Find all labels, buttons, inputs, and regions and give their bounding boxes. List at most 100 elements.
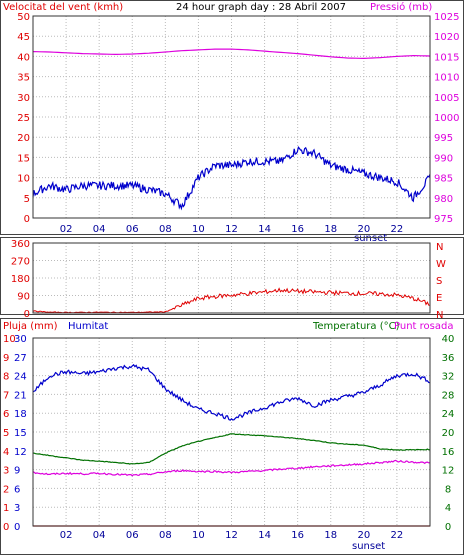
panel3-tick-labels: 0 0 01 3 42 6 83 9 124 12 165 15 206 18 247 21 288 24 329 2… bbox=[3, 334, 454, 541]
rain-tick-label: 9 bbox=[3, 353, 9, 364]
compass-letter: N bbox=[436, 242, 443, 253]
rain-tick-label: 2 bbox=[3, 484, 9, 495]
rain-tick-label: 5 bbox=[3, 428, 9, 439]
right-tick-label: 975 bbox=[434, 214, 453, 225]
temperature-tick-label: 16 bbox=[442, 447, 455, 458]
x-tick-label: 16 bbox=[291, 224, 304, 235]
rain-tick-label: 7 bbox=[3, 390, 9, 401]
pressure-line bbox=[32, 48, 431, 60]
left-tick-label: 0 bbox=[24, 214, 30, 225]
humidity-tick-label: 27 bbox=[14, 353, 27, 364]
left-tick-label: 10 bbox=[17, 174, 30, 185]
x-tick-label: 14 bbox=[258, 530, 271, 541]
humidity-tick-label: 0 bbox=[14, 522, 20, 533]
left-tick-label: 30 bbox=[17, 93, 30, 104]
wind-speed-axis-label: Velocitat del vent (kmh) bbox=[3, 2, 123, 13]
humidity-axis-label: Humitat bbox=[68, 321, 108, 332]
direction-tick-label: 360 bbox=[11, 239, 30, 250]
compass-letter: E bbox=[436, 293, 442, 304]
x-tick-label: 16 bbox=[291, 530, 304, 541]
panel2-plot-area bbox=[32, 242, 431, 314]
right-tick-label: 1000 bbox=[434, 113, 459, 124]
left-tick-label: 25 bbox=[17, 113, 30, 124]
right-tick-label: 985 bbox=[434, 174, 453, 185]
compass-letter: W bbox=[436, 259, 446, 270]
panel3-frame bbox=[0, 318, 464, 555]
x-tick-label: 12 bbox=[225, 530, 238, 541]
temperature-tick-label: 12 bbox=[442, 466, 455, 477]
right-tick-label: 1015 bbox=[434, 52, 459, 63]
direction-tick-label: 0 bbox=[24, 309, 30, 320]
rain-tick-label: 3 bbox=[3, 466, 9, 477]
wind-direction-line bbox=[32, 287, 431, 314]
temperature-tick-label: 28 bbox=[442, 390, 455, 401]
pressure-axis-label: Pressió (mb) bbox=[370, 1, 432, 13]
humidity-tick-label: 9 bbox=[14, 466, 20, 477]
temperature-tick-label: 4 bbox=[445, 503, 451, 514]
compass-letter: N bbox=[436, 310, 443, 321]
x-tick-label: 12 bbox=[225, 224, 238, 235]
x-tick-label: 04 bbox=[93, 224, 106, 235]
panel2-frame bbox=[0, 237, 464, 315]
right-tick-label: 1005 bbox=[434, 93, 459, 104]
temperature-tick-label: 8 bbox=[445, 484, 451, 495]
x-tick-label: 06 bbox=[126, 530, 139, 541]
compass-letter: S bbox=[436, 276, 442, 287]
rain-tick-label: 6 bbox=[3, 409, 9, 420]
panel3-series bbox=[32, 363, 431, 527]
humidity-tick-label: 24 bbox=[14, 372, 27, 383]
right-tick-label: 980 bbox=[434, 194, 453, 205]
temperature-line bbox=[32, 433, 431, 465]
direction-tick-label: 90 bbox=[17, 292, 30, 303]
direction-tick-label: 270 bbox=[11, 257, 30, 268]
panel1-series bbox=[32, 48, 431, 211]
x-tick-label: 20 bbox=[357, 530, 370, 541]
left-tick-label: 15 bbox=[17, 153, 30, 164]
left-tick-label: 50 bbox=[17, 12, 30, 23]
direction-tick-label: 180 bbox=[11, 274, 30, 285]
panel3-sunset-label: sunset bbox=[352, 541, 385, 552]
temperature-tick-label: 36 bbox=[442, 353, 455, 364]
x-tick-label: 18 bbox=[324, 224, 337, 235]
temperature-axis-label: Temperatura (°C) bbox=[312, 321, 400, 332]
right-tick-label: 1010 bbox=[434, 73, 459, 84]
rain-tick-label: 1 bbox=[3, 503, 9, 514]
x-tick-label: 06 bbox=[126, 224, 139, 235]
right-tick-label: 995 bbox=[434, 133, 453, 144]
temperature-tick-label: 20 bbox=[442, 428, 455, 439]
right-tick-label: 1025 bbox=[434, 12, 459, 23]
x-tick-label: 22 bbox=[391, 224, 404, 235]
x-tick-label: 02 bbox=[60, 224, 73, 235]
left-tick-label: 35 bbox=[17, 73, 30, 84]
x-tick-label: 10 bbox=[192, 530, 205, 541]
x-tick-label: 10 bbox=[192, 224, 205, 235]
panel3-plot-area bbox=[32, 337, 431, 527]
temperature-tick-label: 32 bbox=[442, 372, 455, 383]
humidity-tick-label: 18 bbox=[14, 409, 27, 420]
humidity-tick-label: 21 bbox=[14, 390, 27, 401]
panel2-grid bbox=[33, 242, 430, 314]
dewpoint-line bbox=[32, 459, 430, 477]
temperature-tick-label: 40 bbox=[442, 334, 455, 345]
temperature-tick-label: 0 bbox=[445, 522, 451, 533]
dewpoint-axis-label: Punt rosada bbox=[394, 321, 453, 332]
x-tick-label: 02 bbox=[60, 530, 73, 541]
humidity-tick-label: 6 bbox=[14, 484, 20, 495]
rain-tick-label: 10 bbox=[3, 334, 16, 345]
rain-tick-label: 8 bbox=[3, 372, 9, 383]
right-tick-label: 1020 bbox=[434, 32, 459, 43]
left-tick-label: 45 bbox=[17, 32, 30, 43]
x-tick-label: 18 bbox=[324, 530, 337, 541]
panel1-plot-area bbox=[32, 15, 431, 219]
left-tick-label: 40 bbox=[17, 52, 30, 63]
humidity-tick-label: 3 bbox=[14, 503, 20, 514]
x-tick-label: 22 bbox=[391, 530, 404, 541]
left-tick-label: 5 bbox=[24, 194, 30, 205]
wind-average-line bbox=[32, 146, 431, 211]
x-tick-label: 08 bbox=[159, 530, 172, 541]
x-tick-label: 20 bbox=[357, 224, 370, 235]
x-tick-label: 14 bbox=[258, 224, 271, 235]
panel1-frame bbox=[0, 0, 464, 235]
